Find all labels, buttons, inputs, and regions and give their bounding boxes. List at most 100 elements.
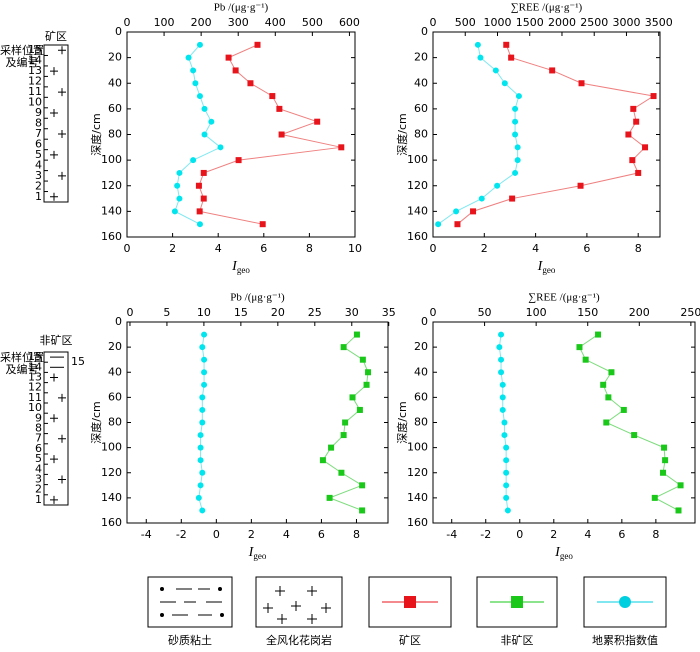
sample-number: 8 — [35, 117, 42, 130]
y-tick-label: 20 — [414, 340, 428, 353]
x2-tick-label: 0 — [430, 306, 437, 319]
y-tick-label: 80 — [414, 416, 428, 429]
data-point — [515, 93, 522, 100]
x-axis-title-main: I — [248, 545, 255, 560]
strata-label: 采样位置 — [0, 350, 44, 364]
strata-label: 采样位置 — [0, 43, 44, 57]
x2-tick-label: 500 — [455, 16, 476, 29]
data-point — [199, 469, 206, 476]
data-point — [512, 131, 519, 138]
x-axis-title-sub: geo — [542, 265, 555, 275]
data-point — [470, 208, 477, 215]
data-point — [340, 344, 347, 351]
data-point — [478, 195, 485, 202]
data-point — [509, 195, 516, 202]
sample-number: 4 — [35, 158, 42, 171]
sample-number: 5 — [35, 452, 42, 465]
data-point — [174, 182, 181, 189]
x-tick-label: 4 — [532, 242, 539, 255]
sample-number: 12 — [28, 75, 42, 88]
plot-frame — [126, 31, 356, 238]
data-point — [365, 369, 372, 376]
data-point — [199, 507, 206, 514]
sample-number: 10 — [28, 401, 42, 414]
y-tick-label: 0 — [115, 315, 122, 328]
y-axis-title: 深度/cm — [89, 113, 103, 155]
data-point — [508, 54, 515, 61]
x-axis-title-main: I — [231, 259, 238, 274]
y-tick-label: 140 — [101, 204, 122, 217]
x-tick-label: 6 — [618, 528, 625, 541]
data-point — [199, 344, 206, 351]
data-point — [201, 381, 208, 388]
data-point — [635, 169, 642, 176]
y-tick-label: 160 — [407, 230, 428, 243]
x2-tick-label: 2500 — [580, 16, 608, 29]
data-point — [603, 419, 610, 426]
data-point — [675, 507, 682, 514]
granite-cross — [58, 393, 66, 402]
data-point — [642, 144, 649, 151]
data-point — [605, 394, 612, 401]
y-tick-label: 120 — [101, 179, 122, 192]
sample-number: 9 — [35, 106, 42, 119]
sample-number: 8 — [35, 422, 42, 435]
data-point — [499, 406, 506, 413]
y-tick-label: 120 — [407, 466, 428, 479]
x-tick-label: 0 — [213, 528, 220, 541]
data-point — [503, 494, 510, 501]
x2-tick-label: 400 — [265, 16, 286, 29]
strata-label: 及编号 — [6, 55, 39, 69]
sample-number: 1 — [35, 493, 42, 506]
granite-cross — [50, 150, 58, 159]
data-point — [195, 494, 202, 501]
data-point — [512, 105, 519, 112]
data-point — [630, 105, 637, 112]
data-point — [200, 169, 207, 176]
sample-number: 11 — [28, 391, 42, 404]
legend-box — [255, 576, 343, 628]
granite-cross — [58, 129, 66, 138]
data-point — [197, 457, 204, 464]
legend-label: 地累积指数值 — [592, 633, 658, 647]
granite-cross — [50, 414, 58, 423]
sample-number: 13 — [28, 371, 42, 384]
strata-label: 及编号 — [6, 362, 39, 376]
igeo-symbol — [597, 596, 653, 608]
x2-tick-label: 500 — [302, 16, 323, 29]
granite-cross — [50, 67, 58, 76]
data-point — [278, 131, 285, 138]
x2-tick-label: 200 — [629, 306, 650, 319]
data-point — [201, 369, 208, 376]
data-point — [662, 457, 669, 464]
sample-number: 11 — [28, 85, 42, 98]
x-tick-label: 4 — [584, 528, 591, 541]
x-tick-label: 6 — [318, 528, 325, 541]
x-tick-label: 6 — [583, 242, 590, 255]
x2-tick-label: 0 — [124, 16, 131, 29]
strata-title: 非矿区 — [40, 334, 73, 347]
data-point — [498, 331, 505, 338]
data-point — [254, 41, 261, 48]
data-point — [503, 482, 510, 489]
x-tick-label: 2 — [169, 242, 176, 255]
data-point — [503, 41, 510, 48]
x-tick-label: 8 — [635, 242, 642, 255]
x-tick-label: -4 — [141, 528, 152, 541]
granite-cross — [50, 495, 58, 504]
x-tick-label: -2 — [176, 528, 187, 541]
strata-title: 矿区 — [45, 30, 67, 43]
y-tick-label: 80 — [414, 128, 428, 141]
granite-cross — [50, 109, 58, 118]
y-tick-label: 80 — [108, 128, 122, 141]
x-tick-label: 4 — [283, 528, 290, 541]
sample-number: 1 — [35, 190, 42, 203]
data-point — [196, 208, 203, 215]
y-tick-label: 80 — [108, 416, 122, 429]
legend-label: 全风化花岗岩 — [266, 633, 332, 647]
data-point — [620, 406, 627, 413]
data-point — [514, 157, 521, 164]
x-axis-title: Igeo — [248, 545, 267, 561]
data-point — [199, 419, 206, 426]
